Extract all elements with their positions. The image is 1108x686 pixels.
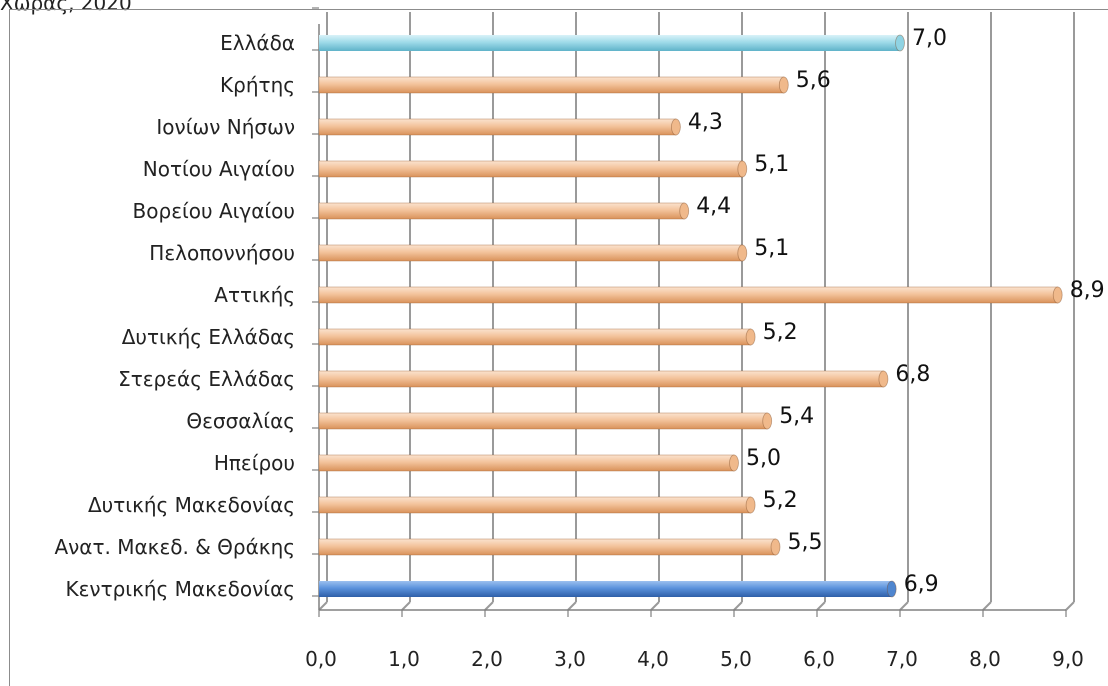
value-label: 5,1	[754, 236, 789, 261]
x-tick-label: 7,0	[886, 647, 918, 671]
x-tick-label: 3,0	[554, 647, 586, 671]
value-label: 5,1	[754, 152, 789, 177]
bar	[318, 328, 756, 346]
x-tick-label: 5,0	[720, 647, 752, 671]
category-label: Ανατ. Μακεδ. & Θράκης	[54, 535, 295, 559]
bar	[318, 370, 889, 388]
gridline	[816, 12, 826, 611]
gridline	[401, 12, 411, 611]
bar	[318, 538, 781, 556]
value-label: 5,6	[796, 68, 831, 93]
value-label: 5,2	[763, 320, 798, 345]
value-label: 5,4	[779, 404, 814, 429]
gridline	[567, 12, 577, 611]
category-label: Δυτικής Μακεδονίας	[88, 493, 295, 517]
x-tick-label: 9,0	[1052, 647, 1084, 671]
x-tick-label: 2,0	[471, 647, 503, 671]
value-labels: 7,0 5,6 4,3 5,1 4,4 5,1 8,9 5,2 6,8 5,4 5,0 5,2 5,5 6…	[688, 26, 1105, 597]
x-tick-labels: 0,0 1,0 2,0 3,0 4,0 5,0 6,0 7,0 8,0 9,0	[305, 647, 1084, 671]
gridline	[484, 12, 494, 611]
chart-caption: Χώρας, 2020	[0, 0, 132, 15]
x-tick-label: 4,0	[637, 647, 669, 671]
gridlines	[312, 7, 1075, 617]
gridline	[1065, 12, 1075, 611]
bar	[318, 76, 789, 94]
value-label: 6,9	[904, 572, 939, 597]
value-label: 5,2	[763, 488, 798, 513]
category-label: Ηπείρου	[214, 451, 295, 475]
category-label: Νοτίου Αιγαίου	[143, 157, 295, 181]
value-label: 7,0	[912, 26, 947, 51]
chart-border	[9, 9, 1108, 686]
value-label: 5,5	[788, 530, 823, 555]
value-label: 6,8	[895, 362, 930, 387]
category-label: Πελοποννήσου	[149, 241, 295, 265]
gridline	[733, 12, 743, 611]
value-label: 8,9	[1070, 278, 1105, 303]
category-label: Θεσσαλίας	[186, 409, 295, 433]
x-tick-label: 6,0	[803, 647, 835, 671]
chart-frame	[9, 9, 1108, 686]
category-label: Κρήτης	[220, 73, 295, 97]
category-labels: Ελλάδα Κρήτης Ιονίων Νήσων Νοτίου Αιγαίου Βο…	[54, 31, 295, 601]
bars	[318, 34, 1063, 598]
x-tick-label: 0,0	[305, 647, 337, 671]
gridline	[982, 12, 992, 611]
category-label: Δυτικής Ελλάδας	[122, 325, 295, 349]
category-label: Ελλάδα	[220, 31, 295, 55]
bar	[319, 34, 905, 52]
category-label: Ιονίων Νήσων	[156, 115, 295, 139]
gridline	[650, 12, 660, 611]
bar	[318, 118, 681, 136]
bar	[318, 160, 748, 178]
gridline	[899, 12, 909, 611]
bar	[318, 412, 773, 430]
value-label: 4,3	[688, 110, 723, 135]
category-label: Αττικής	[214, 283, 295, 307]
bar	[319, 580, 897, 598]
bar	[318, 202, 690, 220]
category-label: Κεντρικής Μακεδονίας	[65, 577, 295, 601]
x-tick-label: 1,0	[388, 647, 420, 671]
bar	[318, 454, 739, 472]
x-tick-label: 8,0	[969, 647, 1001, 671]
value-label: 4,4	[696, 194, 731, 219]
value-label: 5,0	[746, 446, 781, 471]
bar	[318, 244, 748, 262]
category-label: Βορείου Αιγαίου	[133, 199, 295, 223]
bar	[318, 496, 756, 514]
gridline	[318, 12, 328, 611]
bar	[318, 286, 1063, 304]
category-label: Στερεάς Ελλάδας	[118, 367, 295, 391]
